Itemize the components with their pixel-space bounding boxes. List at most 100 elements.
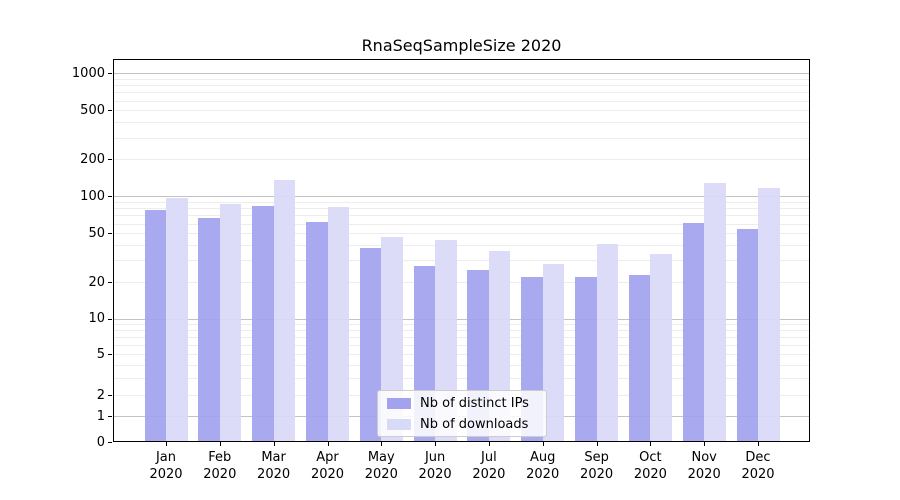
x-tick-label-month: Jul <box>481 450 497 465</box>
x-tick-label-year: 2020 <box>633 467 667 482</box>
x-tick <box>327 442 329 446</box>
x-tick-label-year: 2020 <box>580 467 614 482</box>
x-tick-label-year: 2020 <box>418 467 452 482</box>
x-tick <box>596 442 598 446</box>
legend-swatch-downloads-icon <box>387 418 411 430</box>
y-tick <box>108 196 112 198</box>
y-gridline-major <box>113 73 810 75</box>
y-gridline-minor <box>113 201 810 203</box>
bar-downloads <box>166 198 188 442</box>
bar-distinct-ips <box>198 218 220 442</box>
x-tick-label-month: Sep <box>584 450 609 465</box>
x-tick-label-year: 2020 <box>741 467 775 482</box>
bar-distinct-ips <box>575 276 597 442</box>
x-tick-label-month: Mar <box>261 450 286 465</box>
legend-swatch-distinct-ips-icon <box>387 397 411 409</box>
y-tick <box>108 318 112 320</box>
y-gridline-minor <box>113 110 810 112</box>
bar-distinct-ips <box>682 222 705 442</box>
x-tick-label: Mar 2020 <box>247 449 301 483</box>
bar-downloads <box>542 264 565 442</box>
legend-label-downloads: Nb of downloads <box>420 416 529 432</box>
x-tick-label: Aug 2020 <box>516 449 570 483</box>
x-tick <box>435 442 437 446</box>
x-tick-label-month: Jun <box>424 450 446 465</box>
y-gridline-minor <box>113 344 810 346</box>
bar-distinct-ips <box>628 274 651 442</box>
y-tick <box>108 233 112 235</box>
y-tick-label: 1000 <box>71 65 105 81</box>
y-gridline-minor <box>113 215 810 217</box>
x-tick-label-month: May <box>367 450 395 465</box>
y-gridline-minor <box>113 223 810 225</box>
y-tick-label: 0 <box>96 434 105 450</box>
x-tick-label-year: 2020 <box>203 467 237 482</box>
x-tick-label-month: Oct <box>639 450 662 465</box>
x-tick-label-month: Feb <box>208 450 232 465</box>
y-tick <box>108 159 112 161</box>
x-tick-label-month: Jan <box>155 450 177 465</box>
x-tick-label-month: Dec <box>745 450 771 465</box>
x-tick <box>488 442 490 446</box>
chart-title: RnaSeqSampleSize 2020 <box>361 36 562 55</box>
y-tick <box>108 354 112 356</box>
y-tick-label: 20 <box>88 274 105 290</box>
y-tick-label: 50 <box>88 225 105 241</box>
legend-label-distinct-ips: Nb of distinct IPs <box>420 395 529 411</box>
bar-distinct-ips <box>252 205 274 442</box>
x-tick-label: Sep 2020 <box>570 449 624 483</box>
legend: Nb of distinct IPs Nb of downloads <box>377 390 547 437</box>
bar-distinct-ips <box>306 221 328 442</box>
bar-downloads <box>219 204 242 442</box>
y-gridline-major <box>113 318 810 320</box>
bar-downloads <box>650 253 672 442</box>
x-tick-label: May 2020 <box>354 449 408 483</box>
x-tick-label-year: 2020 <box>310 467 345 482</box>
y-tick-label: 5 <box>96 346 105 362</box>
y-gridline-minor <box>113 137 810 139</box>
y-gridline-major <box>113 196 810 198</box>
bar-distinct-ips <box>736 229 758 442</box>
y-tick-label: 1 <box>96 408 105 424</box>
x-tick <box>704 442 706 446</box>
x-tick-label-month: Nov <box>691 450 717 465</box>
x-tick-label: Jan 2020 <box>139 449 193 483</box>
legend-item-distinct-ips: Nb of distinct IPs <box>387 396 537 411</box>
y-tick-label: 10 <box>88 311 105 327</box>
plot-frame <box>113 59 810 442</box>
legend-item-downloads: Nb of downloads <box>387 417 537 432</box>
x-tick-label-year: 2020 <box>364 467 398 482</box>
x-tick-label: Dec 2020 <box>731 449 785 483</box>
x-tick-label: Nov 2020 <box>677 449 731 483</box>
x-tick-label: Jul 2020 <box>462 449 516 483</box>
y-gridline-minor <box>113 245 810 247</box>
x-tick-label-year: 2020 <box>526 467 560 482</box>
y-gridline-minor <box>113 100 810 102</box>
y-tick <box>108 442 112 443</box>
y-gridline-minor <box>113 85 810 87</box>
bar-downloads <box>704 183 726 442</box>
x-tick-label-year: 2020 <box>257 467 291 482</box>
y-gridline-minor <box>113 282 810 283</box>
x-tick <box>381 442 383 446</box>
x-tick <box>273 442 275 446</box>
y-gridline-minor <box>113 337 810 339</box>
y-gridline-minor <box>113 378 810 380</box>
y-tick <box>108 395 112 396</box>
y-gridline-minor <box>113 159 810 161</box>
y-tick-label: 500 <box>80 102 105 118</box>
bar-downloads <box>758 187 780 442</box>
x-tick-label-month: Aug <box>529 450 556 465</box>
y-gridline-minor <box>113 122 810 124</box>
x-tick-label-month: Apr <box>316 450 339 465</box>
y-gridline-minor <box>113 364 810 366</box>
y-tick-label: 100 <box>80 188 105 204</box>
x-tick-label: Feb 2020 <box>193 449 247 483</box>
x-tick <box>758 442 759 446</box>
bar-downloads <box>273 180 296 442</box>
y-gridline-minor <box>113 78 810 80</box>
y-gridline-minor <box>113 92 810 94</box>
x-tick <box>219 442 221 446</box>
x-tick <box>542 442 544 446</box>
x-tick-label-year: 2020 <box>687 467 721 482</box>
